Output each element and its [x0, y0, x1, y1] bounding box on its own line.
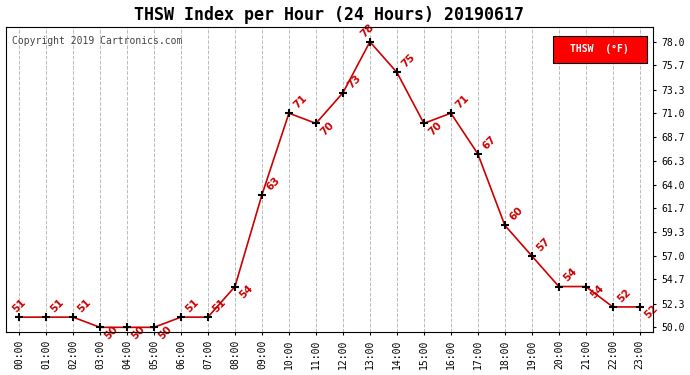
Text: 60: 60: [508, 205, 525, 223]
Text: 52: 52: [615, 287, 633, 304]
Text: 70: 70: [319, 120, 336, 137]
Text: 57: 57: [535, 236, 552, 253]
Text: 51: 51: [11, 297, 28, 314]
Text: 71: 71: [453, 93, 471, 110]
Text: 52: 52: [642, 303, 660, 321]
Text: 70: 70: [426, 120, 444, 137]
Text: 75: 75: [400, 52, 417, 70]
Text: 51: 51: [184, 297, 201, 314]
Text: 63: 63: [265, 175, 282, 192]
Text: 78: 78: [359, 22, 376, 39]
Text: 50: 50: [103, 324, 120, 341]
Text: 51: 51: [76, 297, 93, 314]
Text: 51: 51: [210, 297, 228, 314]
Text: 54: 54: [238, 283, 255, 300]
Text: 54: 54: [562, 266, 579, 284]
Text: Copyright 2019 Cartronics.com: Copyright 2019 Cartronics.com: [12, 36, 182, 46]
FancyBboxPatch shape: [553, 36, 647, 63]
Text: 54: 54: [589, 283, 606, 300]
Text: 73: 73: [346, 73, 363, 90]
Text: 67: 67: [481, 134, 498, 151]
Text: 50: 50: [130, 324, 147, 341]
Text: 71: 71: [292, 93, 309, 110]
Text: 51: 51: [49, 297, 66, 314]
Title: THSW Index per Hour (24 Hours) 20190617: THSW Index per Hour (24 Hours) 20190617: [135, 6, 524, 24]
Text: 50: 50: [157, 324, 174, 341]
Text: THSW  (°F): THSW (°F): [571, 45, 629, 54]
